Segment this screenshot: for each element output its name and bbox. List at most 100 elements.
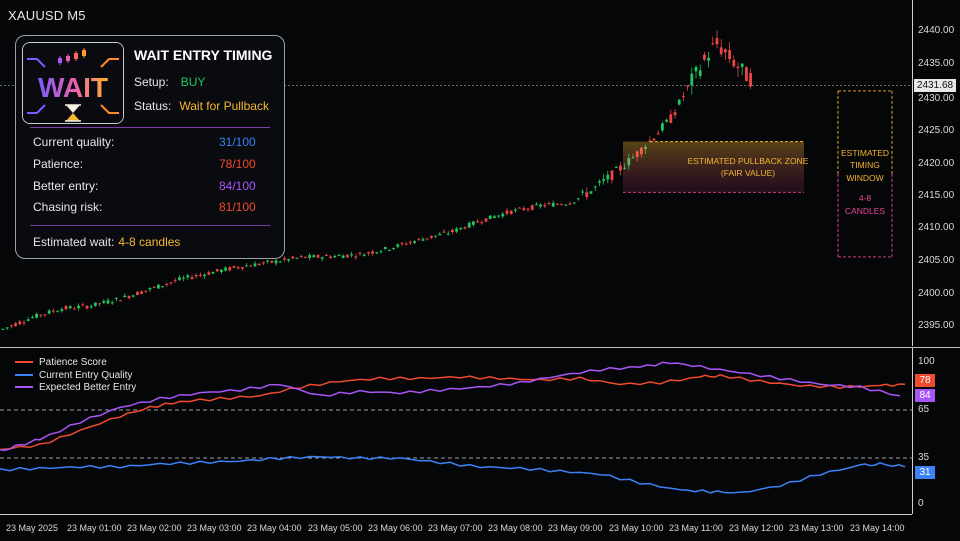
candle-body: [173, 280, 177, 282]
candle-body: [673, 112, 677, 116]
candle-body: [614, 167, 618, 169]
legend-item-patience: Patience Score: [15, 357, 136, 370]
candle-body: [564, 204, 568, 206]
candle-body: [165, 284, 169, 286]
candle-body: [215, 269, 219, 272]
candle-body: [425, 238, 429, 240]
candle-body: [677, 99, 681, 105]
candle-body: [320, 257, 324, 259]
timing-window-label: ESTIMATED TIMING WINDOW 4-8 CANDLES: [838, 147, 892, 218]
candle-body: [194, 275, 198, 277]
legend-label: Patience Score: [39, 357, 107, 368]
candle-body: [136, 291, 139, 296]
candle-body: [10, 325, 13, 327]
candle-body: [81, 304, 85, 306]
candle-body: [362, 254, 366, 257]
price-axis-label: 2435.00: [918, 58, 955, 69]
candle-body: [148, 288, 152, 290]
candle-body: [585, 192, 589, 197]
candle-body: [736, 66, 740, 69]
candle-body: [547, 203, 551, 205]
candle-body: [367, 252, 370, 254]
candle-body: [190, 277, 194, 279]
candle-body: [157, 284, 160, 289]
status-row: Status: Wait for Pullback: [134, 99, 269, 113]
candle-body: [610, 170, 614, 181]
candle-body: [85, 305, 89, 309]
candle-body: [94, 302, 97, 306]
candle-body: [241, 267, 244, 269]
candle-body: [740, 63, 744, 68]
candle-body: [26, 319, 30, 321]
candle-body: [451, 229, 454, 233]
candle-body: [337, 255, 341, 257]
candle-body: [5, 327, 9, 329]
candle-body: [18, 321, 22, 325]
candle-body: [551, 202, 555, 207]
candle-body: [283, 258, 286, 260]
candle-body: [329, 256, 332, 258]
candle-body: [232, 266, 236, 268]
candle-body: [123, 295, 127, 298]
candle-body: [178, 277, 181, 280]
candle-body: [236, 267, 240, 269]
price-chart[interactable]: [0, 0, 912, 346]
candle-body: [257, 263, 261, 266]
time-axis-label: 23 May 12:00: [729, 523, 784, 533]
candle-body: [497, 215, 500, 217]
candle-body: [287, 259, 290, 261]
time-axis-label: 23 May 2025: [6, 523, 59, 533]
candle-body: [589, 191, 593, 194]
candle-body: [606, 174, 610, 180]
candle-body: [409, 241, 412, 243]
time-axis-label: 23 May 01:00: [67, 523, 122, 533]
metric-value-patience: 78/100: [219, 157, 256, 171]
candle-body: [274, 260, 278, 264]
candle-body: [602, 179, 605, 181]
symbol-label: XAUUSD M5: [8, 8, 86, 23]
candle-body: [354, 256, 358, 258]
pullback-zone-line1: ESTIMATED PULLBACK ZONE: [687, 155, 809, 166]
candle-body: [530, 205, 534, 210]
metric-value-chasing: 81/100: [219, 200, 256, 214]
metric-label-patience: Patience:: [33, 157, 84, 171]
indicator-chart[interactable]: [0, 348, 912, 514]
estimated-wait-value: 4-8 candles: [118, 235, 181, 249]
candle-body: [199, 274, 202, 276]
candle-body: [404, 243, 408, 245]
candle-body: [73, 308, 76, 310]
candle-body: [47, 310, 51, 314]
candle-body: [169, 282, 173, 284]
indicator-legend: Patience Score Current Entry Quality Exp…: [15, 357, 136, 395]
candle-body: [661, 123, 664, 131]
candle-body: [690, 73, 694, 86]
candle-body: [245, 265, 248, 267]
time-axis-label: 23 May 11:00: [669, 523, 723, 533]
candle-body: [64, 306, 68, 310]
candle-body: [476, 221, 479, 223]
timing-window-line1: ESTIMATED: [840, 147, 889, 158]
setup-row: Setup: BUY: [134, 75, 205, 89]
candle-body: [266, 260, 269, 262]
candle-body: [39, 314, 43, 316]
pane-separator[interactable]: [0, 347, 960, 348]
candle-body: [295, 257, 299, 259]
wait-timing-panel: WAIT WAIT ENTRY TIMING Setup: BUY Status:…: [15, 35, 285, 259]
candle-body: [560, 204, 563, 206]
quality-value-tag: 31: [915, 466, 935, 479]
candle-body: [346, 254, 349, 258]
legend-item-better: Expected Better Entry: [15, 382, 136, 395]
candle-body: [304, 256, 307, 258]
metric-label-quality: Current quality:: [33, 135, 115, 149]
candle-body: [224, 267, 227, 271]
current-entry-quality-line: [0, 455, 906, 494]
candle-body: [333, 255, 337, 258]
candle-body: [299, 255, 303, 257]
candle-body: [325, 254, 328, 256]
candle-body: [22, 322, 26, 324]
price-axis-label: 2410.00: [918, 222, 955, 233]
candle-body: [375, 252, 379, 254]
setup-label: Setup:: [134, 75, 169, 89]
better-entry-value-tag: 84: [915, 389, 935, 402]
candle-body: [203, 274, 206, 277]
